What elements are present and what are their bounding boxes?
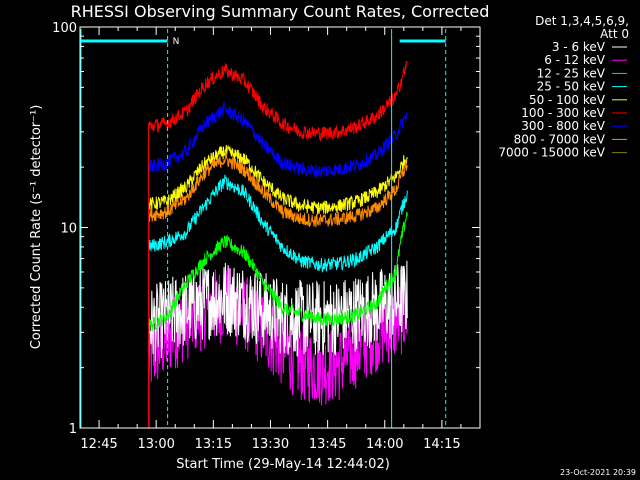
- y-tick-label: 10: [60, 222, 77, 237]
- series-line-6: [148, 100, 408, 428]
- legend-header-line2: Att 0: [600, 27, 629, 41]
- legend-label: 6 - 12 keV: [544, 53, 606, 67]
- legend-label: 300 - 800 keV: [521, 119, 605, 133]
- x-tick-label: 14:00: [366, 437, 403, 452]
- chart-title: RHESSI Observing Summary Count Rates, Co…: [71, 2, 490, 21]
- x-tick-label: 13:00: [137, 437, 174, 452]
- legend-header-line1: Det 1,3,4,5,6,9,: [535, 14, 629, 28]
- legend-label: 7000 - 15000 keV: [498, 146, 605, 160]
- legend-label: 25 - 50 keV: [537, 80, 606, 94]
- x-tick-label: 12:45: [80, 437, 117, 452]
- x-tick-label: 13:15: [195, 437, 232, 452]
- legend-label: 100 - 300 keV: [521, 106, 605, 120]
- series-line-2: [148, 211, 408, 428]
- legend-label: 50 - 100 keV: [529, 93, 606, 107]
- series-line-0: [148, 260, 408, 428]
- x-axis-label: Start Time (29-May-14 12:44:02): [176, 457, 390, 472]
- plot-frame: [79, 26, 481, 429]
- series-line-3: [148, 174, 408, 428]
- legend-label: 3 - 6 keV: [552, 40, 606, 54]
- y-axis-label: Corrected Count Rate (s⁻¹ detector⁻¹): [29, 105, 44, 350]
- x-tick-label: 13:30: [252, 437, 289, 452]
- y-tick-label: 1: [69, 422, 77, 437]
- x-tick-label: 13:45: [309, 437, 346, 452]
- series-line-4: [148, 144, 408, 428]
- legend-label: 800 - 7000 keV: [514, 132, 606, 146]
- y-tick-label: 100: [52, 21, 77, 36]
- night-label: N: [173, 37, 180, 47]
- x-tick-label: 14:15: [423, 437, 460, 452]
- plot-area: N 1 10 100 12:45 13:00 13:15 13:30 13:45 14:00 14:…: [52, 21, 481, 452]
- legend-label: 12 - 25 keV: [537, 66, 606, 80]
- series-line-7: [148, 152, 408, 428]
- timestamp: 23-Oct-2021 20:39: [560, 468, 636, 477]
- series-line-5: [148, 61, 408, 428]
